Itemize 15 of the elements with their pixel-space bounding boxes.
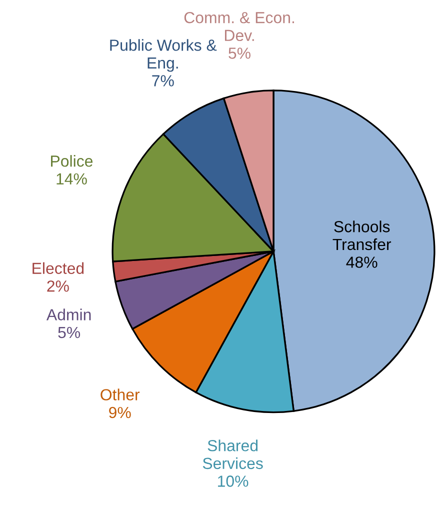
data-label: 10% <box>218 476 248 487</box>
data-label: 14% <box>56 173 87 185</box>
slice-label: Police <box>51 155 93 167</box>
data-label: 2% <box>47 280 69 292</box>
slice-label: Other <box>100 388 140 400</box>
data-label: 9% <box>109 406 131 418</box>
slice-label: Elected <box>32 262 84 274</box>
data-label: 48% <box>346 256 378 268</box>
data-label: 5% <box>58 326 80 338</box>
data-label: 5% <box>228 48 250 59</box>
slice-label: Public Works & Eng. <box>110 39 217 72</box>
slice-label: Shared Services <box>202 440 263 470</box>
slice-label: Admin <box>46 308 91 320</box>
data-label: 7% <box>152 75 174 86</box>
slice-label: Schools Transfer <box>332 220 392 250</box>
